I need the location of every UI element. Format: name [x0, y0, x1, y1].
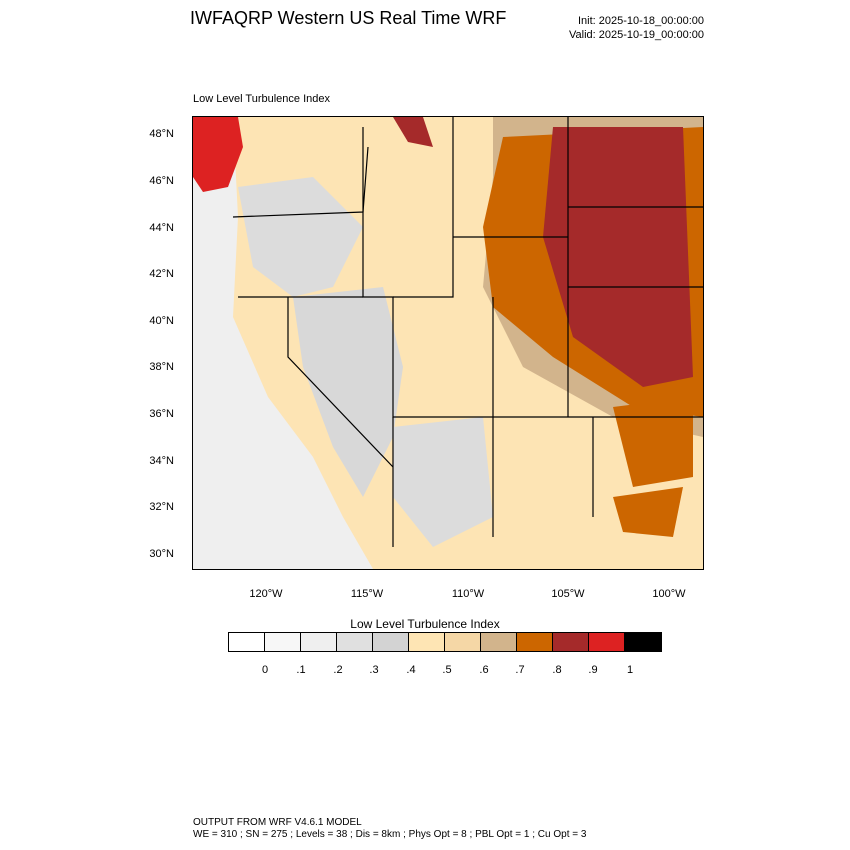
- colorbar-label: .5: [442, 664, 452, 676]
- high-region-coast: [193, 117, 243, 192]
- colorbar-swatch: [409, 633, 445, 651]
- page-title: IWFAQRP Western US Real Time WRF: [190, 8, 507, 28]
- lat-label: 44°N: [149, 222, 174, 234]
- map-field: [193, 117, 703, 569]
- colorbar-swatch: [445, 633, 481, 651]
- colorbar-label: .1: [296, 664, 306, 676]
- lon-label: 115°W: [350, 588, 384, 600]
- high-region-north: [393, 117, 433, 147]
- turbulence-map: [192, 116, 704, 570]
- brick-region: [543, 127, 693, 387]
- orange-region-texas: [613, 397, 693, 487]
- lat-label: 42°N: [149, 268, 174, 280]
- colorbar-swatch: [301, 633, 337, 651]
- lon-label: 100°W: [652, 588, 686, 600]
- lat-label: 36°N: [149, 408, 174, 420]
- colorbar-label: .9: [588, 664, 598, 676]
- model-footer: OUTPUT FROM WRF V4.6.1 MODEL WE = 310 ; …: [193, 817, 586, 841]
- lat-label: 32°N: [149, 501, 174, 513]
- colorbar-swatch: [589, 633, 625, 651]
- colorbar-label: .7: [515, 664, 525, 676]
- map-subtitle: Low Level Turbulence Index: [193, 93, 330, 105]
- colorbar-label: 0: [261, 664, 269, 676]
- orange-region-south: [613, 487, 683, 537]
- lat-label: 38°N: [149, 361, 174, 373]
- colorbar-swatch: [373, 633, 409, 651]
- colorbar-swatch: [553, 633, 589, 651]
- colorbar-swatch: [337, 633, 373, 651]
- colorbar-title: Low Level Turbulence Index: [350, 617, 500, 631]
- colorbar-label: .6: [479, 664, 489, 676]
- colorbar-label: .4: [406, 664, 416, 676]
- colorbar-label: 1: [626, 664, 634, 676]
- colorbar-label: .8: [552, 664, 562, 676]
- lon-label: 105°W: [551, 588, 585, 600]
- low-region-arizona: [393, 417, 493, 547]
- colorbar-swatch: [265, 633, 301, 651]
- lat-label: 46°N: [149, 175, 174, 187]
- colorbar-swatch: [229, 633, 265, 651]
- lat-label: 48°N: [149, 128, 174, 140]
- lat-label: 40°N: [149, 315, 174, 327]
- lon-label: 110°W: [451, 588, 485, 600]
- lat-label: 30°N: [149, 548, 174, 560]
- colorbar: [228, 632, 662, 652]
- valid-time: Valid: 2025-10-19_00:00:00: [569, 29, 704, 41]
- colorbar-swatch: [481, 633, 517, 651]
- state-borders: [232, 117, 703, 547]
- lat-label: 34°N: [149, 455, 174, 467]
- footer-line: WE = 310 ; SN = 275 ; Levels = 38 ; Dis …: [193, 829, 587, 840]
- colorbar-label: .2: [333, 664, 343, 676]
- low-region-pacific-nw: [238, 177, 363, 297]
- time-info: Init: 2025-10-18_00:00:00 Valid: 2025-10…: [569, 14, 704, 42]
- colorbar-swatch: [517, 633, 553, 651]
- low-region-nevada: [293, 287, 403, 497]
- footer-line: OUTPUT FROM WRF V4.6.1 MODEL: [193, 817, 362, 828]
- colorbar-label: .3: [369, 664, 379, 676]
- init-time: Init: 2025-10-18_00:00:00: [578, 15, 704, 27]
- colorbar-swatch: [625, 633, 661, 651]
- lon-label: 120°W: [249, 588, 283, 600]
